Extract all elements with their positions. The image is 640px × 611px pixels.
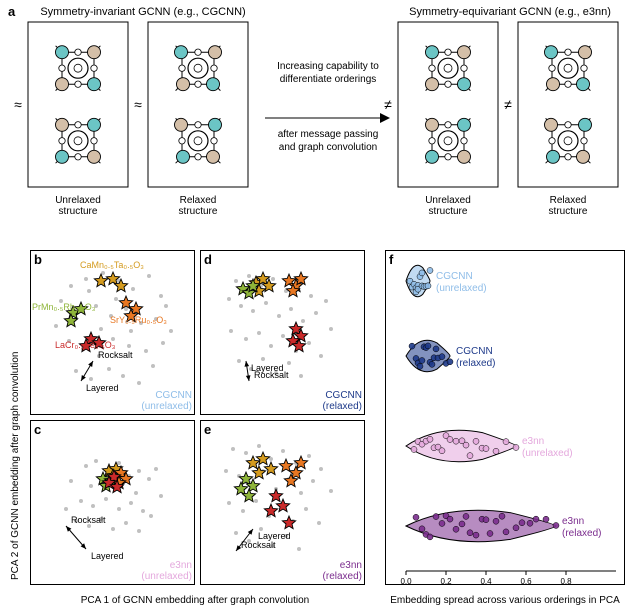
svg-text:≠: ≠ <box>504 97 512 113</box>
svg-text:0.4: 0.4 <box>480 577 492 586</box>
svg-text:CGCNN: CGCNN <box>456 346 493 357</box>
svg-text:e3nn: e3nn <box>522 436 544 447</box>
svg-text:(relaxed): (relaxed) <box>562 528 601 539</box>
svg-text:≈: ≈ <box>134 97 142 113</box>
model-c: e3nn(unrelaxed) <box>130 560 192 582</box>
y-axis-label: PCA 2 of GCNN embedding after graph conv… <box>10 352 21 580</box>
panel-e-label: e <box>204 422 211 437</box>
svg-text:0.2: 0.2 <box>440 577 452 586</box>
svg-text:(unrelaxed): (unrelaxed) <box>522 448 573 459</box>
svg-text:Layered: Layered <box>91 551 124 561</box>
svg-text:≠: ≠ <box>384 97 392 113</box>
compound-sry: SrY₀.₅Ru₀.₅O₃ <box>110 315 167 325</box>
svg-text:0.0: 0.0 <box>400 577 412 586</box>
panel-f-box: CGCNN(unrelaxed)CGCNN(relaxed)e3nn(unrel… <box>385 250 625 585</box>
panel-b-label: b <box>34 252 42 267</box>
svg-text:Layered: Layered <box>251 363 284 373</box>
svg-text:(unrelaxed): (unrelaxed) <box>436 283 487 294</box>
compound-lacr: LaCr₀.₅Fe₀.₅O₃ <box>55 340 115 350</box>
model-d: CGCNN(relaxed) <box>300 390 362 412</box>
svg-text:0.6: 0.6 <box>520 577 532 586</box>
x-axis-label-left: PCA 1 of GCNN embedding after graph conv… <box>30 595 360 606</box>
svg-text:Layered: Layered <box>258 531 291 541</box>
panel-f-label: f <box>389 252 393 267</box>
svg-text:e3nn: e3nn <box>562 516 584 527</box>
caption-unrelaxed-1: Unrelaxed structure <box>23 195 133 217</box>
panel-d-label: d <box>204 252 212 267</box>
caption-relaxed-2: Relaxed structure <box>513 195 623 217</box>
model-b: CGCNN(unrelaxed) <box>130 390 192 412</box>
caption-relaxed-1: Relaxed structure <box>143 195 253 217</box>
compound-camn: CaMn₀.₅Ta₀.₅O₃ <box>80 260 144 270</box>
x-axis-label-right: Embedding spread across various ordering… <box>385 595 625 606</box>
svg-text:≈: ≈ <box>14 97 22 113</box>
model-e: e3nn(relaxed) <box>300 560 362 582</box>
svg-text:Rocksalt: Rocksalt <box>241 540 276 550</box>
svg-text:0.8: 0.8 <box>560 577 572 586</box>
svg-text:Layered: Layered <box>86 383 119 393</box>
svg-text:CGCNN: CGCNN <box>436 271 473 282</box>
panel-c-label: c <box>34 422 41 437</box>
compound-prmn: PrMn₀.₅Rh₀.₅O₃ <box>32 302 95 312</box>
svg-text:Rocksalt: Rocksalt <box>98 350 133 360</box>
svg-text:(relaxed): (relaxed) <box>456 358 495 369</box>
caption-unrelaxed-2: Unrelaxed structure <box>393 195 503 217</box>
svg-text:Rocksalt: Rocksalt <box>71 515 106 525</box>
